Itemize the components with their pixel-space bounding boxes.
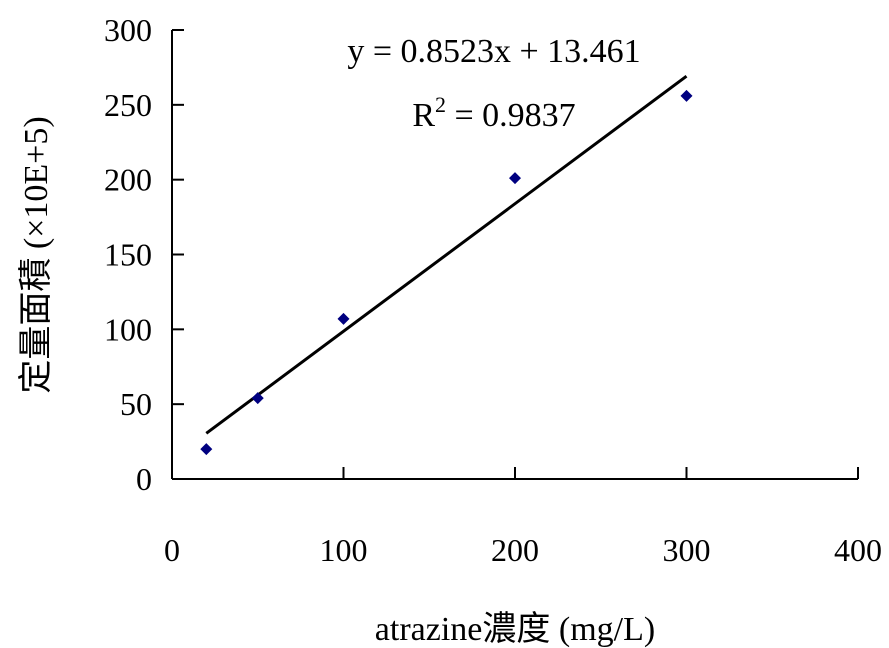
y-tick-label: 300: [104, 12, 152, 48]
x-tick-label: 200: [491, 532, 539, 568]
x-axis: 0 100 200 300 400: [164, 467, 882, 568]
x-tick-label: 400: [834, 532, 882, 568]
equation-label: y = 0.8523x + 13.461: [347, 33, 640, 70]
y-tick-label: 0: [136, 461, 152, 497]
r-squared-superscript: 2: [435, 92, 446, 117]
y-tick-label: 50: [120, 386, 152, 422]
r-squared-symbol: R: [412, 97, 435, 134]
x-tick-label: 300: [663, 532, 711, 568]
y-axis: 0 50 100 150 200 250 300: [104, 12, 184, 497]
data-point: [680, 89, 693, 102]
y-axis-title: 定量面積 (×10E+5): [17, 116, 55, 393]
data-point: [200, 443, 213, 456]
data-points: [200, 89, 693, 456]
data-point: [509, 172, 521, 185]
r-squared-label: R2 = 0.9837: [412, 92, 575, 134]
y-tick-label: 150: [104, 237, 152, 273]
data-point: [251, 392, 264, 405]
x-axis-title: atrazine濃度 (mg/L): [375, 610, 655, 648]
y-tick-label: 200: [104, 162, 152, 198]
trendline-group: [205, 74, 688, 435]
trendline: [205, 74, 688, 435]
y-tick-label: 250: [104, 87, 152, 123]
r-squared-value: = 0.9837: [446, 97, 576, 134]
data-point: [337, 312, 350, 325]
y-tick-label: 100: [104, 311, 152, 347]
x-tick-label: 100: [320, 532, 368, 568]
x-tick-label: 0: [164, 532, 180, 568]
